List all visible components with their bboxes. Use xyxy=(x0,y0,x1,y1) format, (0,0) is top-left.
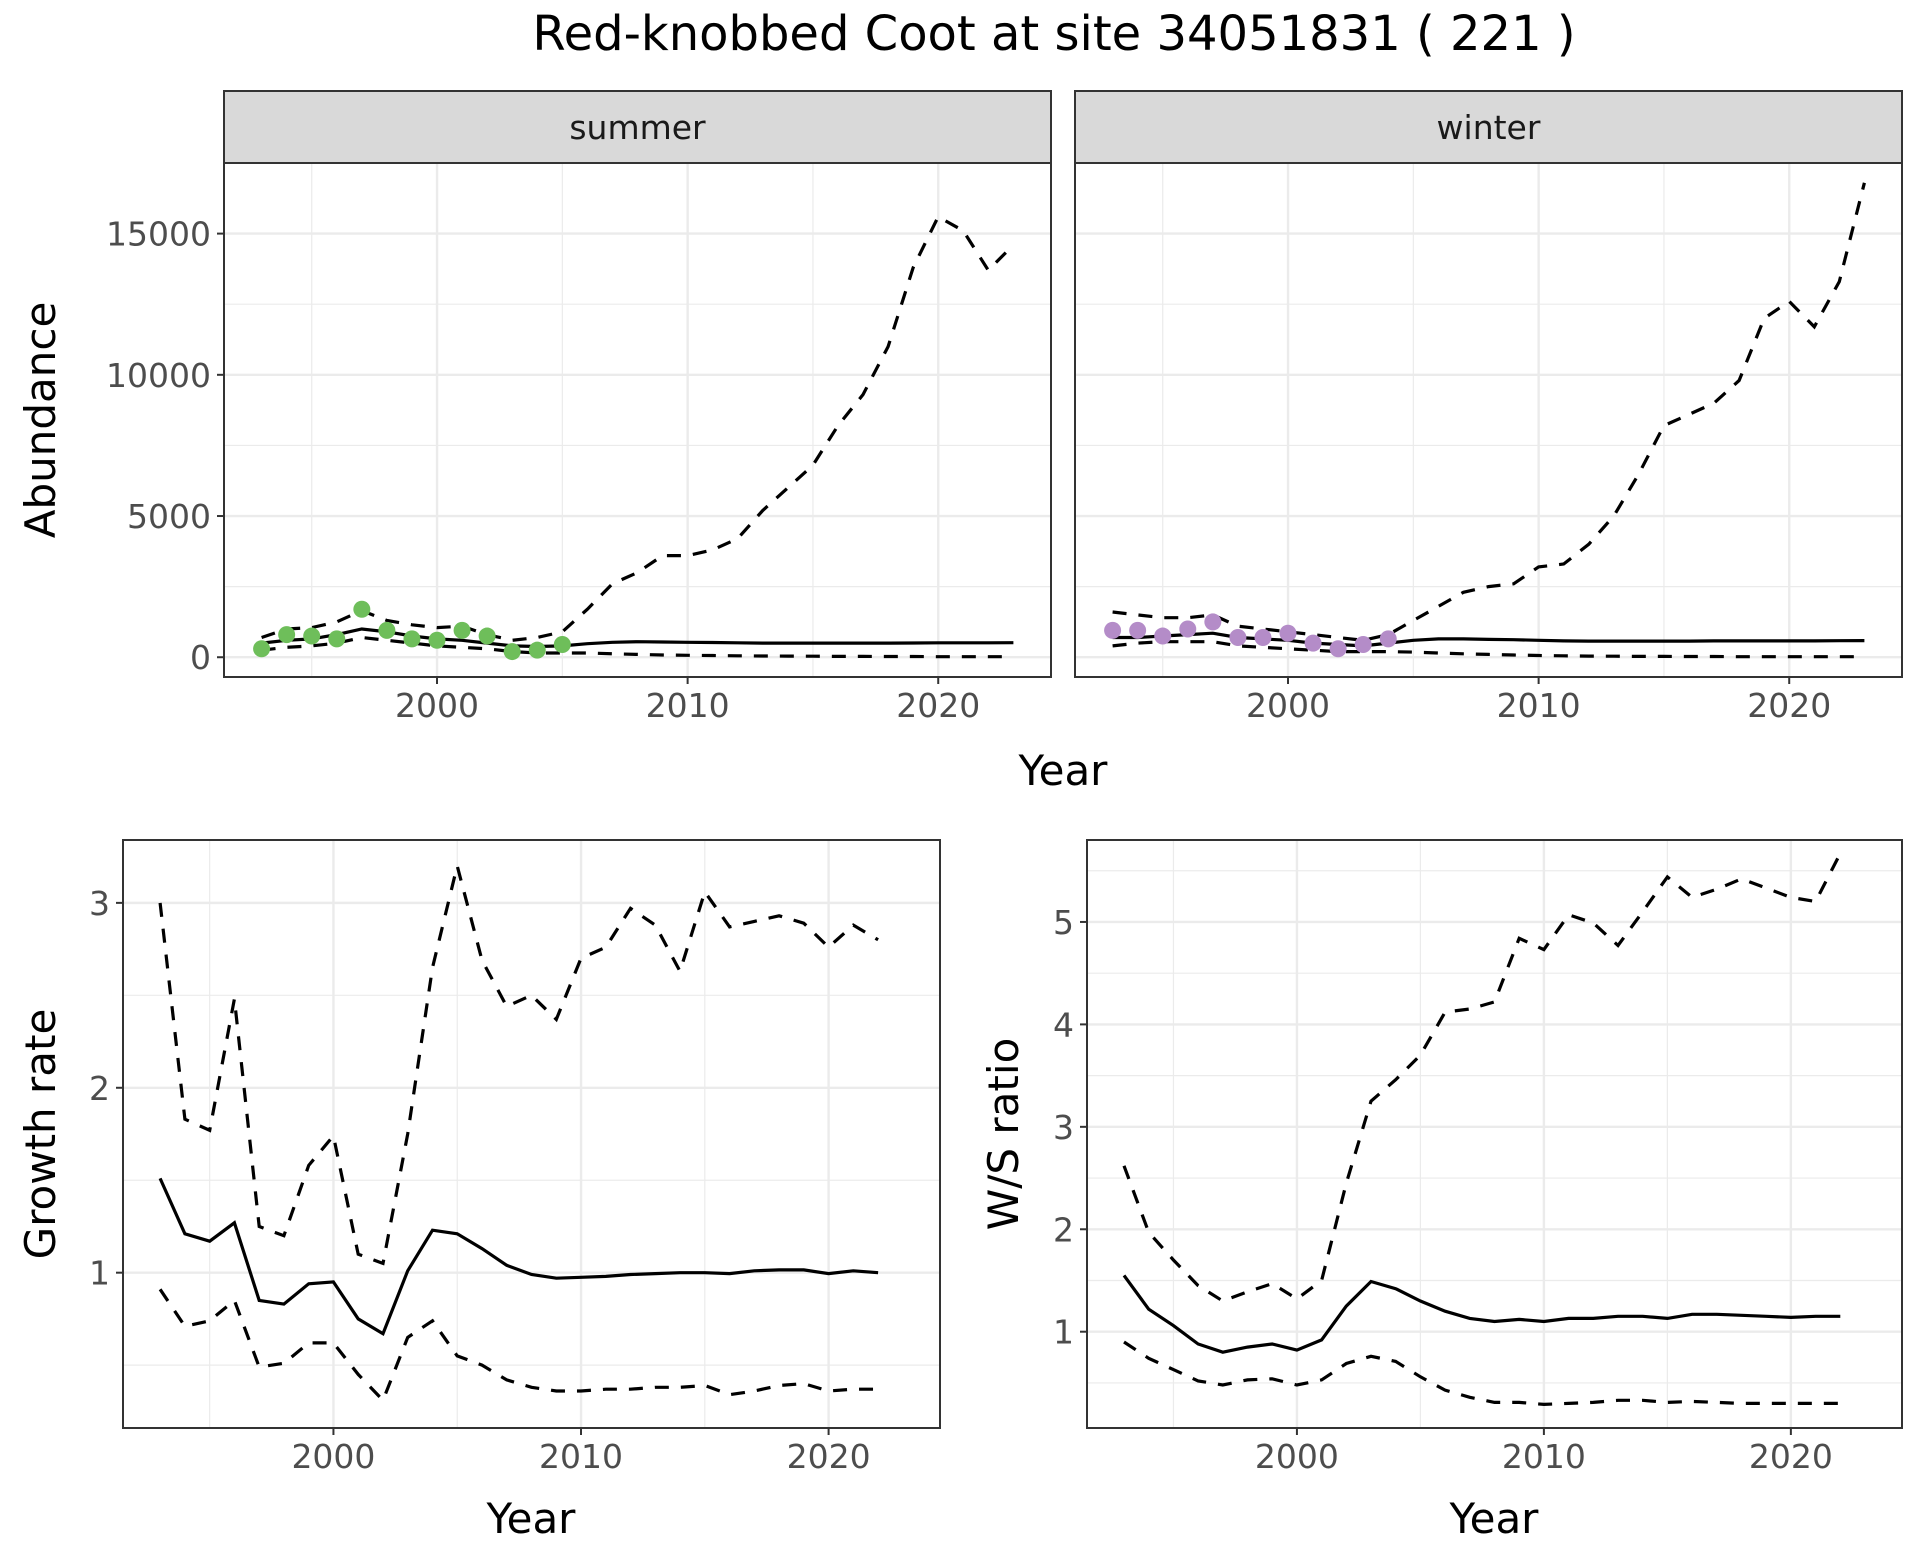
panel-border xyxy=(223,162,1052,678)
y-tick-label: 3 xyxy=(89,884,110,923)
x-tick-label: 2000 xyxy=(1246,686,1330,725)
data-point xyxy=(1329,640,1347,658)
data-point xyxy=(253,640,271,658)
facet-strip-label: winter xyxy=(1437,108,1541,147)
data-point xyxy=(478,627,496,645)
facet-strip xyxy=(1074,90,1903,164)
panel-border xyxy=(122,839,941,1429)
data-point xyxy=(1179,620,1197,638)
data-point xyxy=(1354,636,1372,654)
data-point xyxy=(553,636,571,654)
y-tick-label: 2 xyxy=(1053,1210,1074,1249)
x-axis-title-growth: Year xyxy=(486,1494,577,1543)
series-bound-line-2 xyxy=(261,635,1014,659)
ws-ratio-panel: 2000 2010 2020 1 2 3 4 5 xyxy=(1053,839,1903,1476)
x-tick-label: 2000 xyxy=(1255,1437,1339,1476)
data-point xyxy=(1279,624,1297,642)
facet-strip xyxy=(223,90,1052,164)
series-bound-line-2 xyxy=(1112,640,1865,659)
data-point xyxy=(453,621,471,639)
growth-rate-panel: 2000 2010 2020 1 2 3 xyxy=(89,839,941,1476)
data-point xyxy=(528,641,546,659)
series-estimate-line xyxy=(158,1177,879,1337)
facet-panel-winter: 2000 2010 2020 winter xyxy=(1074,90,1903,725)
data-point xyxy=(328,630,346,648)
series-bound-line-1 xyxy=(261,214,1015,642)
data-point xyxy=(503,643,521,661)
data-point xyxy=(378,621,396,639)
x-tick-label: 2010 xyxy=(539,1437,623,1476)
data-point xyxy=(1379,630,1397,648)
x-axis-title-ws: Year xyxy=(1449,1494,1540,1543)
series-bound-line-1 xyxy=(1112,182,1866,642)
x-tick-label: 2010 xyxy=(1497,686,1581,725)
data-point xyxy=(353,600,371,618)
data-point xyxy=(1254,628,1272,646)
y-axis-title-abundance: Abundance xyxy=(16,302,65,539)
data-point xyxy=(278,626,296,644)
y-tick-label: 5000 xyxy=(127,497,211,536)
data-point xyxy=(1204,613,1222,631)
data-point xyxy=(403,630,421,648)
y-tick-label: 2 xyxy=(89,1069,110,1108)
x-tick-label: 2020 xyxy=(787,1437,871,1476)
y-tick-label: 5 xyxy=(1053,903,1074,942)
data-point xyxy=(1104,621,1122,639)
data-point xyxy=(1304,634,1322,652)
data-point xyxy=(1229,628,1247,646)
x-tick-label: 2010 xyxy=(646,686,730,725)
series-bound-line-2 xyxy=(158,1288,879,1404)
x-tick-label: 2000 xyxy=(395,686,479,725)
series-bound-line-1 xyxy=(158,865,879,1266)
y-axis-title-ws: W/S ratio xyxy=(979,1038,1028,1231)
x-tick-label: 2020 xyxy=(1749,1437,1833,1476)
y-tick-label: 3 xyxy=(1053,1108,1074,1147)
y-axis-title-growth: Growth rate xyxy=(16,1009,65,1260)
panel-border xyxy=(1086,839,1903,1429)
x-tick-label: 2010 xyxy=(1502,1437,1586,1476)
data-point xyxy=(1154,627,1172,645)
series-bound-line-1 xyxy=(1122,852,1842,1303)
data-point xyxy=(303,627,321,645)
facet-panel-summer: 2000 2010 2020 0 5000 10000 15000 summer xyxy=(106,90,1052,725)
data-point xyxy=(1129,621,1147,639)
x-tick-label: 2020 xyxy=(896,686,980,725)
data-point xyxy=(428,631,446,649)
series-estimate-line xyxy=(1122,1274,1841,1354)
y-tick-label: 0 xyxy=(190,638,211,677)
y-tick-label: 15000 xyxy=(106,215,211,254)
main-title: Red-knobbed Coot at site 34051831 ( 221 … xyxy=(532,6,1575,62)
facet-strip-label: summer xyxy=(569,108,706,147)
x-tick-label: 2020 xyxy=(1747,686,1831,725)
x-tick-label: 2000 xyxy=(291,1437,375,1476)
y-tick-label: 1 xyxy=(1053,1313,1074,1352)
series-bound-line-2 xyxy=(1123,1340,1841,1407)
x-axis-title-abundance: Year xyxy=(1018,746,1109,795)
y-tick-label: 1 xyxy=(89,1254,110,1293)
panel-border xyxy=(1074,162,1903,678)
y-tick-label: 10000 xyxy=(106,356,211,395)
y-tick-label: 4 xyxy=(1053,1005,1074,1044)
